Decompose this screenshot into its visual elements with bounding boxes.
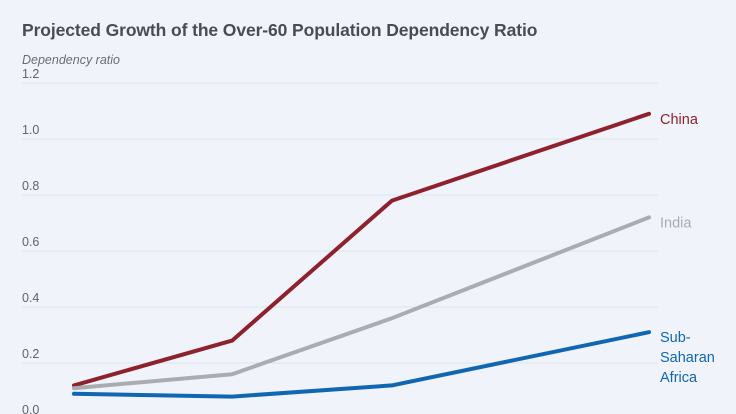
series-line-india [72,215,651,391]
y-tick-label: 0.2 [22,347,39,361]
y-tick-label: 0.8 [22,179,39,193]
chart-title: Projected Growth of the Over-60 Populati… [22,20,538,40]
y-tick-label: 1.2 [22,67,39,81]
series-label-china: China [660,112,699,128]
y-axis-label: Dependency ratio [22,53,120,67]
y-tick-label: 0.6 [22,235,39,249]
series-label-sub-saharan-africa: Sub-Saharan Africa [660,330,715,386]
series-line-sub-saharan-africa [72,330,651,399]
series-label-india: India [660,215,692,231]
y-tick-label: 0.0 [22,403,39,414]
y-tick-label: 0.4 [22,291,39,305]
y-tick-label: 1.0 [22,123,39,137]
series-line-china [72,111,651,388]
